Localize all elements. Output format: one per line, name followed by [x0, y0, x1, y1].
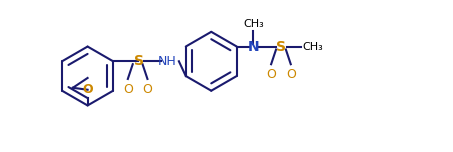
Text: O: O [123, 83, 133, 96]
Text: NH: NH [158, 55, 177, 68]
Text: O: O [286, 68, 296, 81]
Text: S: S [276, 40, 286, 54]
Text: N: N [248, 40, 259, 54]
Text: O: O [82, 83, 93, 96]
Text: O: O [266, 68, 276, 81]
Text: CH₃: CH₃ [303, 41, 323, 52]
Text: O: O [143, 83, 152, 96]
Text: CH₃: CH₃ [243, 19, 264, 29]
Text: S: S [134, 54, 144, 68]
